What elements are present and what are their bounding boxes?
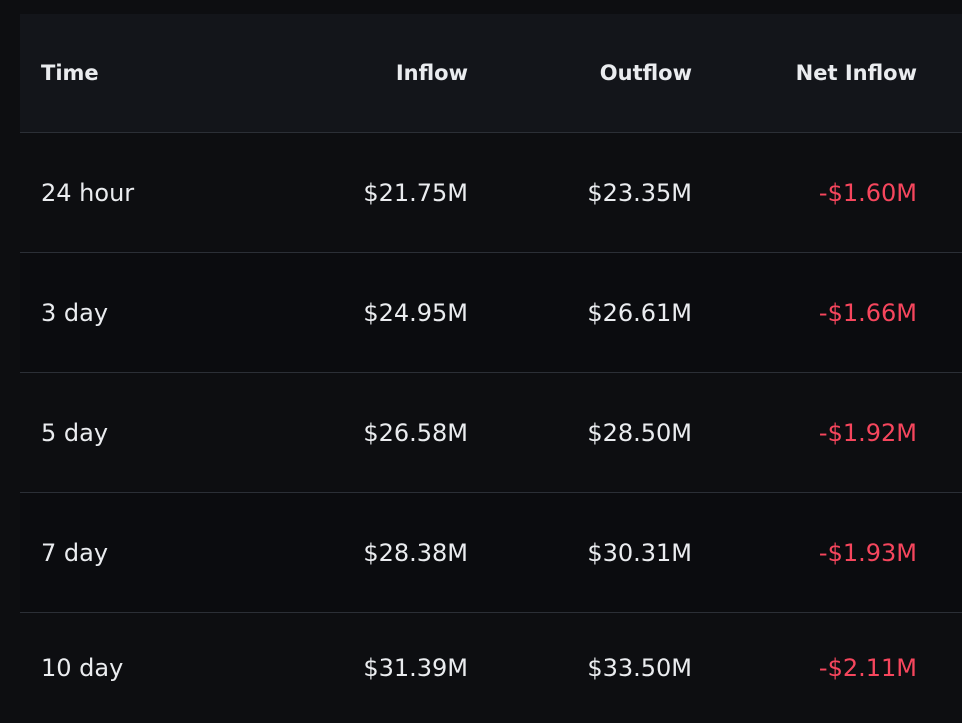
cell-inflow: $28.38M xyxy=(363,538,468,567)
cell-time: 7 day xyxy=(41,538,109,567)
table-row: 10 day $31.39M $33.50M -$2.11M xyxy=(20,613,962,723)
cell-net-inflow: -$1.66M xyxy=(818,298,917,327)
header-net-inflow: Net Inflow xyxy=(795,61,917,85)
cell-inflow: $31.39M xyxy=(363,654,468,682)
fund-flow-table: Time Inflow Outflow Net Inflow 24 hour $… xyxy=(20,14,962,723)
cell-outflow: $23.35M xyxy=(587,178,692,207)
header-inflow: Inflow xyxy=(395,61,468,85)
cell-net-inflow: -$1.92M xyxy=(818,418,917,447)
table-header-row: Time Inflow Outflow Net Inflow xyxy=(20,14,962,133)
cell-outflow: $26.61M xyxy=(587,298,692,327)
cell-time: 24 hour xyxy=(41,178,135,207)
cell-inflow: $26.58M xyxy=(363,418,468,447)
table-row: 5 day $26.58M $28.50M -$1.92M xyxy=(20,373,962,493)
cell-time: 5 day xyxy=(41,418,109,447)
table-row: 24 hour $21.75M $23.35M -$1.60M xyxy=(20,133,962,253)
cell-inflow: $24.95M xyxy=(363,298,468,327)
cell-time: 3 day xyxy=(41,298,109,327)
cell-outflow: $28.50M xyxy=(587,418,692,447)
cell-outflow: $30.31M xyxy=(587,538,692,567)
table-row: 7 day $28.38M $30.31M -$1.93M xyxy=(20,493,962,613)
header-time: Time xyxy=(41,61,99,85)
header-outflow: Outflow xyxy=(599,61,692,85)
cell-outflow: $33.50M xyxy=(587,654,692,682)
cell-net-inflow: -$2.11M xyxy=(818,654,917,682)
cell-time: 10 day xyxy=(41,654,124,682)
cell-inflow: $21.75M xyxy=(363,178,468,207)
cell-net-inflow: -$1.93M xyxy=(818,538,917,567)
table-row: 3 day $24.95M $26.61M -$1.66M xyxy=(20,253,962,373)
cell-net-inflow: -$1.60M xyxy=(818,178,917,207)
